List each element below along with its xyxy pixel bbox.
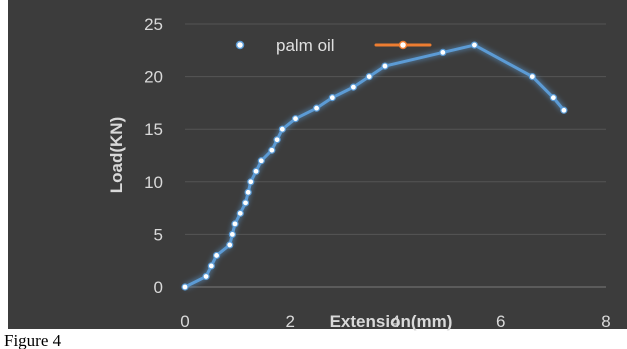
x-tick-label: 4 — [391, 312, 400, 331]
y-tick-label: 10 — [144, 173, 163, 192]
data-point — [439, 48, 447, 57]
x-tick-label: 0 — [180, 312, 189, 331]
data-point — [247, 178, 255, 186]
line-chart: 0 5 10 15 20 25 0 2 4 6 8 palm oil Extension(mm) L… — [107, 15, 611, 331]
data-point — [268, 146, 276, 154]
data-point — [181, 283, 189, 291]
chart-frame: 0 5 10 15 20 25 0 2 4 6 8 palm oil Extension(mm) L… — [8, 0, 627, 331]
data-point — [291, 115, 300, 123]
y-tick-label: 15 — [144, 120, 163, 139]
legend: palm oil — [210, 36, 432, 55]
data-point — [231, 220, 239, 228]
legend-marker-series-2 — [398, 40, 408, 50]
data-point — [365, 72, 373, 81]
data-point — [207, 262, 215, 270]
y-tick-label: 25 — [144, 15, 163, 34]
series-layer — [181, 41, 568, 291]
data-point — [257, 157, 265, 165]
legend-marker-palm-oil — [235, 40, 245, 50]
tick-labels: 0 5 10 15 20 25 0 2 4 6 8 — [144, 15, 611, 331]
data-point — [228, 230, 236, 238]
data-point — [202, 272, 210, 281]
data-point — [212, 251, 221, 260]
data-point — [470, 41, 479, 49]
data-point — [226, 241, 234, 249]
x-axis-title: Extension(mm) — [330, 312, 453, 331]
data-point — [549, 94, 557, 102]
data-point — [244, 188, 252, 196]
data-point — [349, 83, 357, 91]
figure-caption: Figure 4 — [4, 331, 62, 349]
x-tick-label: 8 — [601, 312, 610, 331]
y-tick-label: 20 — [144, 68, 163, 87]
data-point — [528, 72, 536, 81]
x-tick-label: 2 — [286, 312, 295, 331]
y-axis-title: Load(KN) — [107, 117, 126, 193]
data-point — [312, 104, 321, 112]
y-tick-label: 0 — [154, 278, 163, 297]
data-point — [252, 167, 260, 175]
grid-lines — [185, 23, 606, 288]
x-tick-label: 6 — [496, 312, 505, 331]
series-line-palm-oil — [184, 43, 566, 289]
data-point — [560, 106, 568, 114]
legend-label-palm-oil: palm oil — [276, 36, 335, 55]
data-point — [278, 125, 286, 133]
data-point — [236, 209, 244, 217]
data-point — [273, 136, 281, 144]
y-tick-label: 5 — [154, 225, 163, 244]
data-point — [328, 94, 336, 102]
chart-area — [8, 0, 627, 329]
data-point — [241, 199, 250, 207]
data-point — [381, 62, 389, 70]
